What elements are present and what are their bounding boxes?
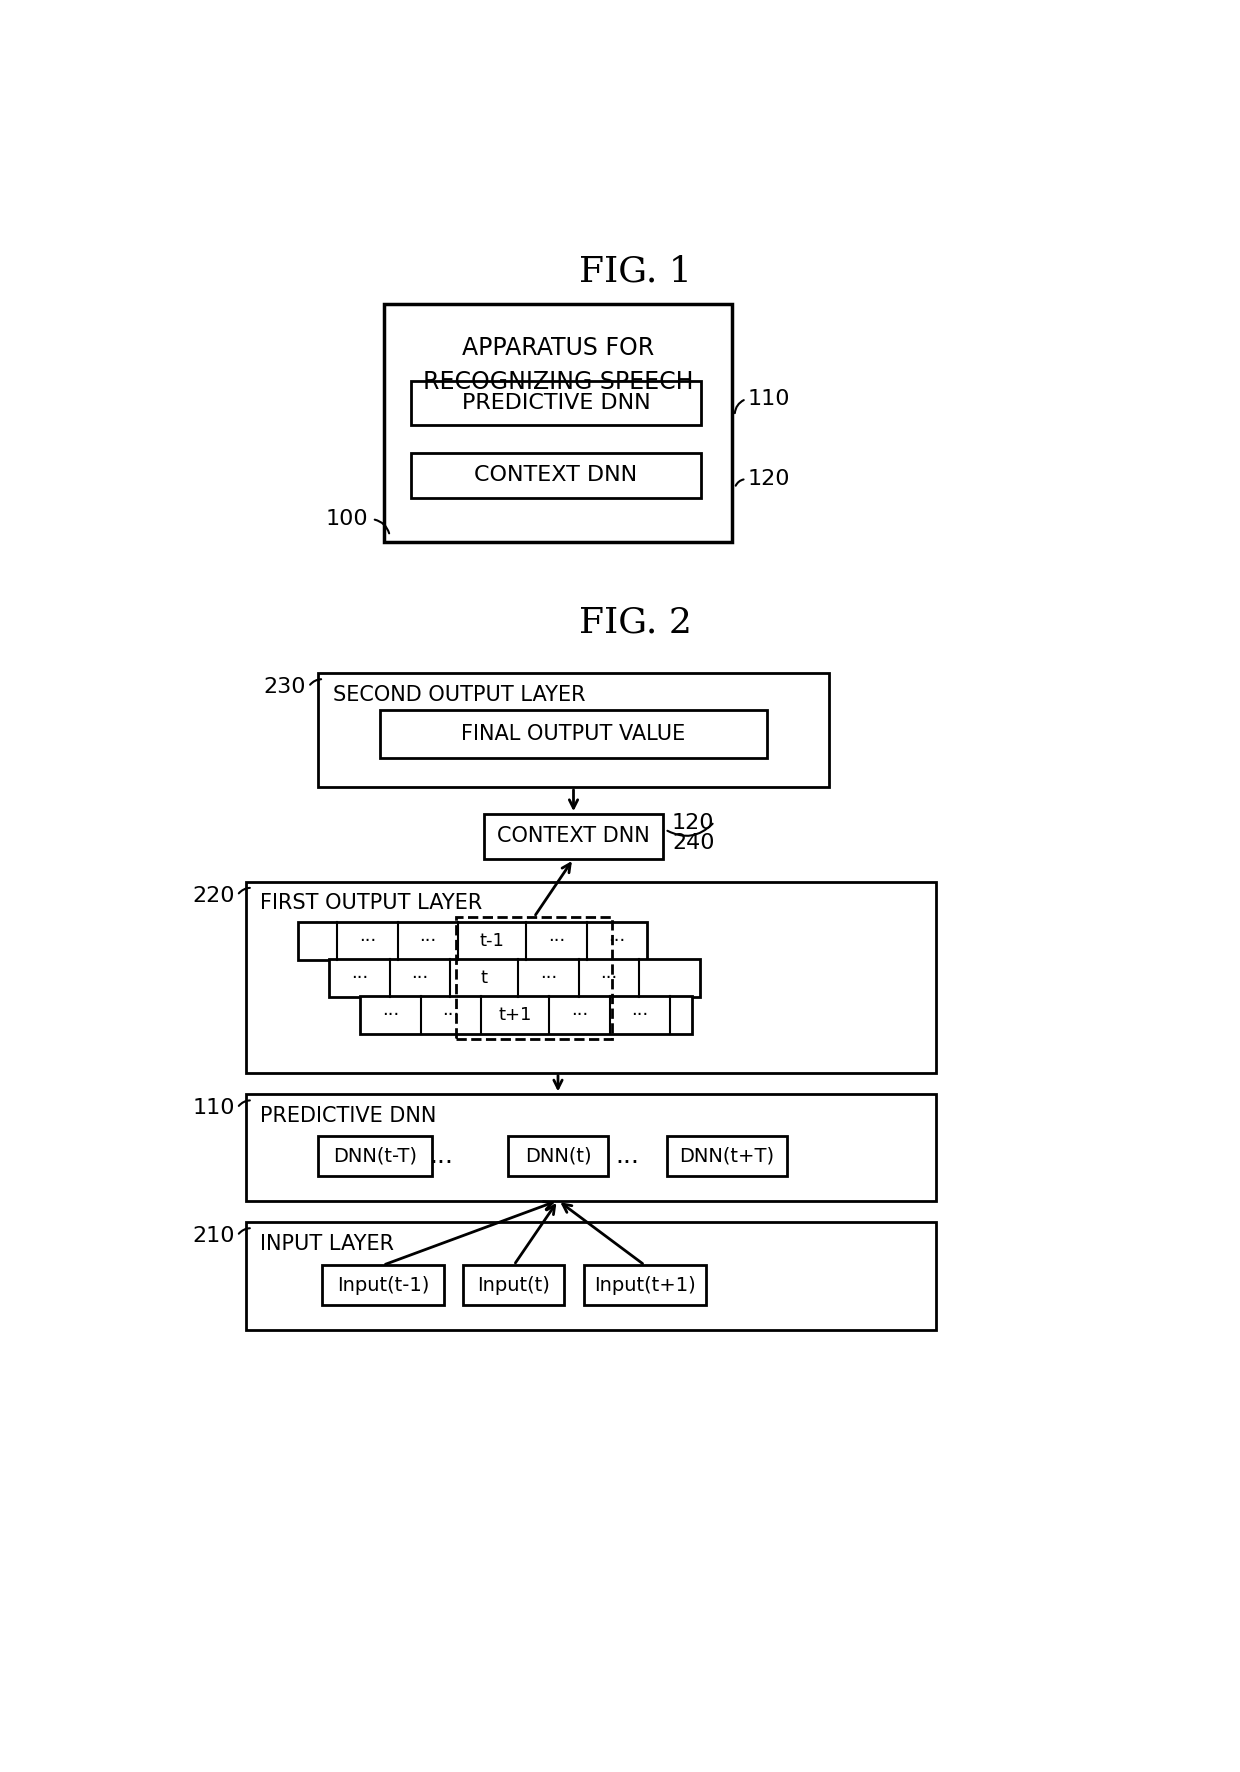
- Text: 240: 240: [672, 833, 714, 854]
- Text: ...: ...: [616, 1145, 640, 1168]
- Text: DNN(t-T): DNN(t-T): [334, 1146, 417, 1166]
- Text: 100: 100: [325, 509, 368, 530]
- Text: Input(t): Input(t): [477, 1276, 551, 1295]
- Text: ···: ···: [419, 932, 436, 950]
- Text: ···: ···: [631, 1006, 649, 1024]
- Bar: [485, 813, 662, 859]
- Text: ···: ···: [443, 1006, 460, 1024]
- Bar: [584, 1265, 706, 1306]
- Text: 220: 220: [192, 886, 234, 905]
- Text: ···: ···: [609, 932, 625, 950]
- Text: INPUT LAYER: INPUT LAYER: [260, 1233, 394, 1253]
- Text: ···: ···: [358, 932, 376, 950]
- Bar: [410, 454, 702, 498]
- Bar: [383, 303, 733, 542]
- Text: FIG. 2: FIG. 2: [579, 606, 692, 640]
- Text: 210: 210: [192, 1226, 234, 1246]
- Text: 110: 110: [192, 1099, 234, 1118]
- Text: DNN(t+T): DNN(t+T): [680, 1146, 774, 1166]
- Text: t: t: [481, 969, 487, 987]
- Bar: [361, 996, 692, 1035]
- Text: ···: ···: [572, 1006, 588, 1024]
- Bar: [667, 1136, 786, 1177]
- Text: CONTEXT DNN: CONTEXT DNN: [475, 466, 637, 486]
- Text: FINAL OUTPUT VALUE: FINAL OUTPUT VALUE: [461, 725, 686, 744]
- Text: 230: 230: [264, 677, 306, 696]
- Text: FIRST OUTPUT LAYER: FIRST OUTPUT LAYER: [260, 893, 482, 913]
- Text: ...: ...: [430, 1145, 454, 1168]
- Bar: [247, 882, 936, 1072]
- Text: ···: ···: [548, 932, 565, 950]
- Text: DNN(t): DNN(t): [525, 1146, 591, 1166]
- Text: ···: ···: [351, 969, 368, 987]
- Text: t-1: t-1: [480, 932, 505, 950]
- Bar: [330, 959, 699, 998]
- Bar: [247, 1223, 936, 1331]
- Bar: [317, 673, 830, 787]
- Text: ···: ···: [541, 969, 557, 987]
- Text: FIG. 1: FIG. 1: [579, 255, 692, 289]
- Text: Input(t-1): Input(t-1): [337, 1276, 429, 1295]
- Text: t+1: t+1: [498, 1006, 532, 1024]
- Text: CONTEXT DNN: CONTEXT DNN: [497, 826, 650, 847]
- Bar: [299, 921, 647, 960]
- Text: PREDICTIVE DNN: PREDICTIVE DNN: [461, 393, 650, 413]
- Bar: [321, 1265, 444, 1306]
- Text: ···: ···: [412, 969, 429, 987]
- Text: ···: ···: [600, 969, 618, 987]
- Text: PREDICTIVE DNN: PREDICTIVE DNN: [260, 1106, 436, 1125]
- Bar: [410, 381, 702, 425]
- Bar: [247, 1095, 936, 1201]
- Text: 120: 120: [672, 813, 714, 833]
- Bar: [507, 1136, 609, 1177]
- Bar: [464, 1265, 564, 1306]
- Text: 110: 110: [748, 390, 790, 409]
- Text: APPARATUS FOR
RECOGNIZING SPEECH: APPARATUS FOR RECOGNIZING SPEECH: [423, 337, 693, 393]
- Bar: [379, 711, 768, 758]
- Bar: [317, 1136, 433, 1177]
- Text: 120: 120: [748, 470, 790, 489]
- Text: Input(t+1): Input(t+1): [594, 1276, 696, 1295]
- Text: ···: ···: [382, 1006, 399, 1024]
- Bar: [456, 918, 613, 1038]
- Text: SECOND OUTPUT LAYER: SECOND OUTPUT LAYER: [334, 684, 585, 705]
